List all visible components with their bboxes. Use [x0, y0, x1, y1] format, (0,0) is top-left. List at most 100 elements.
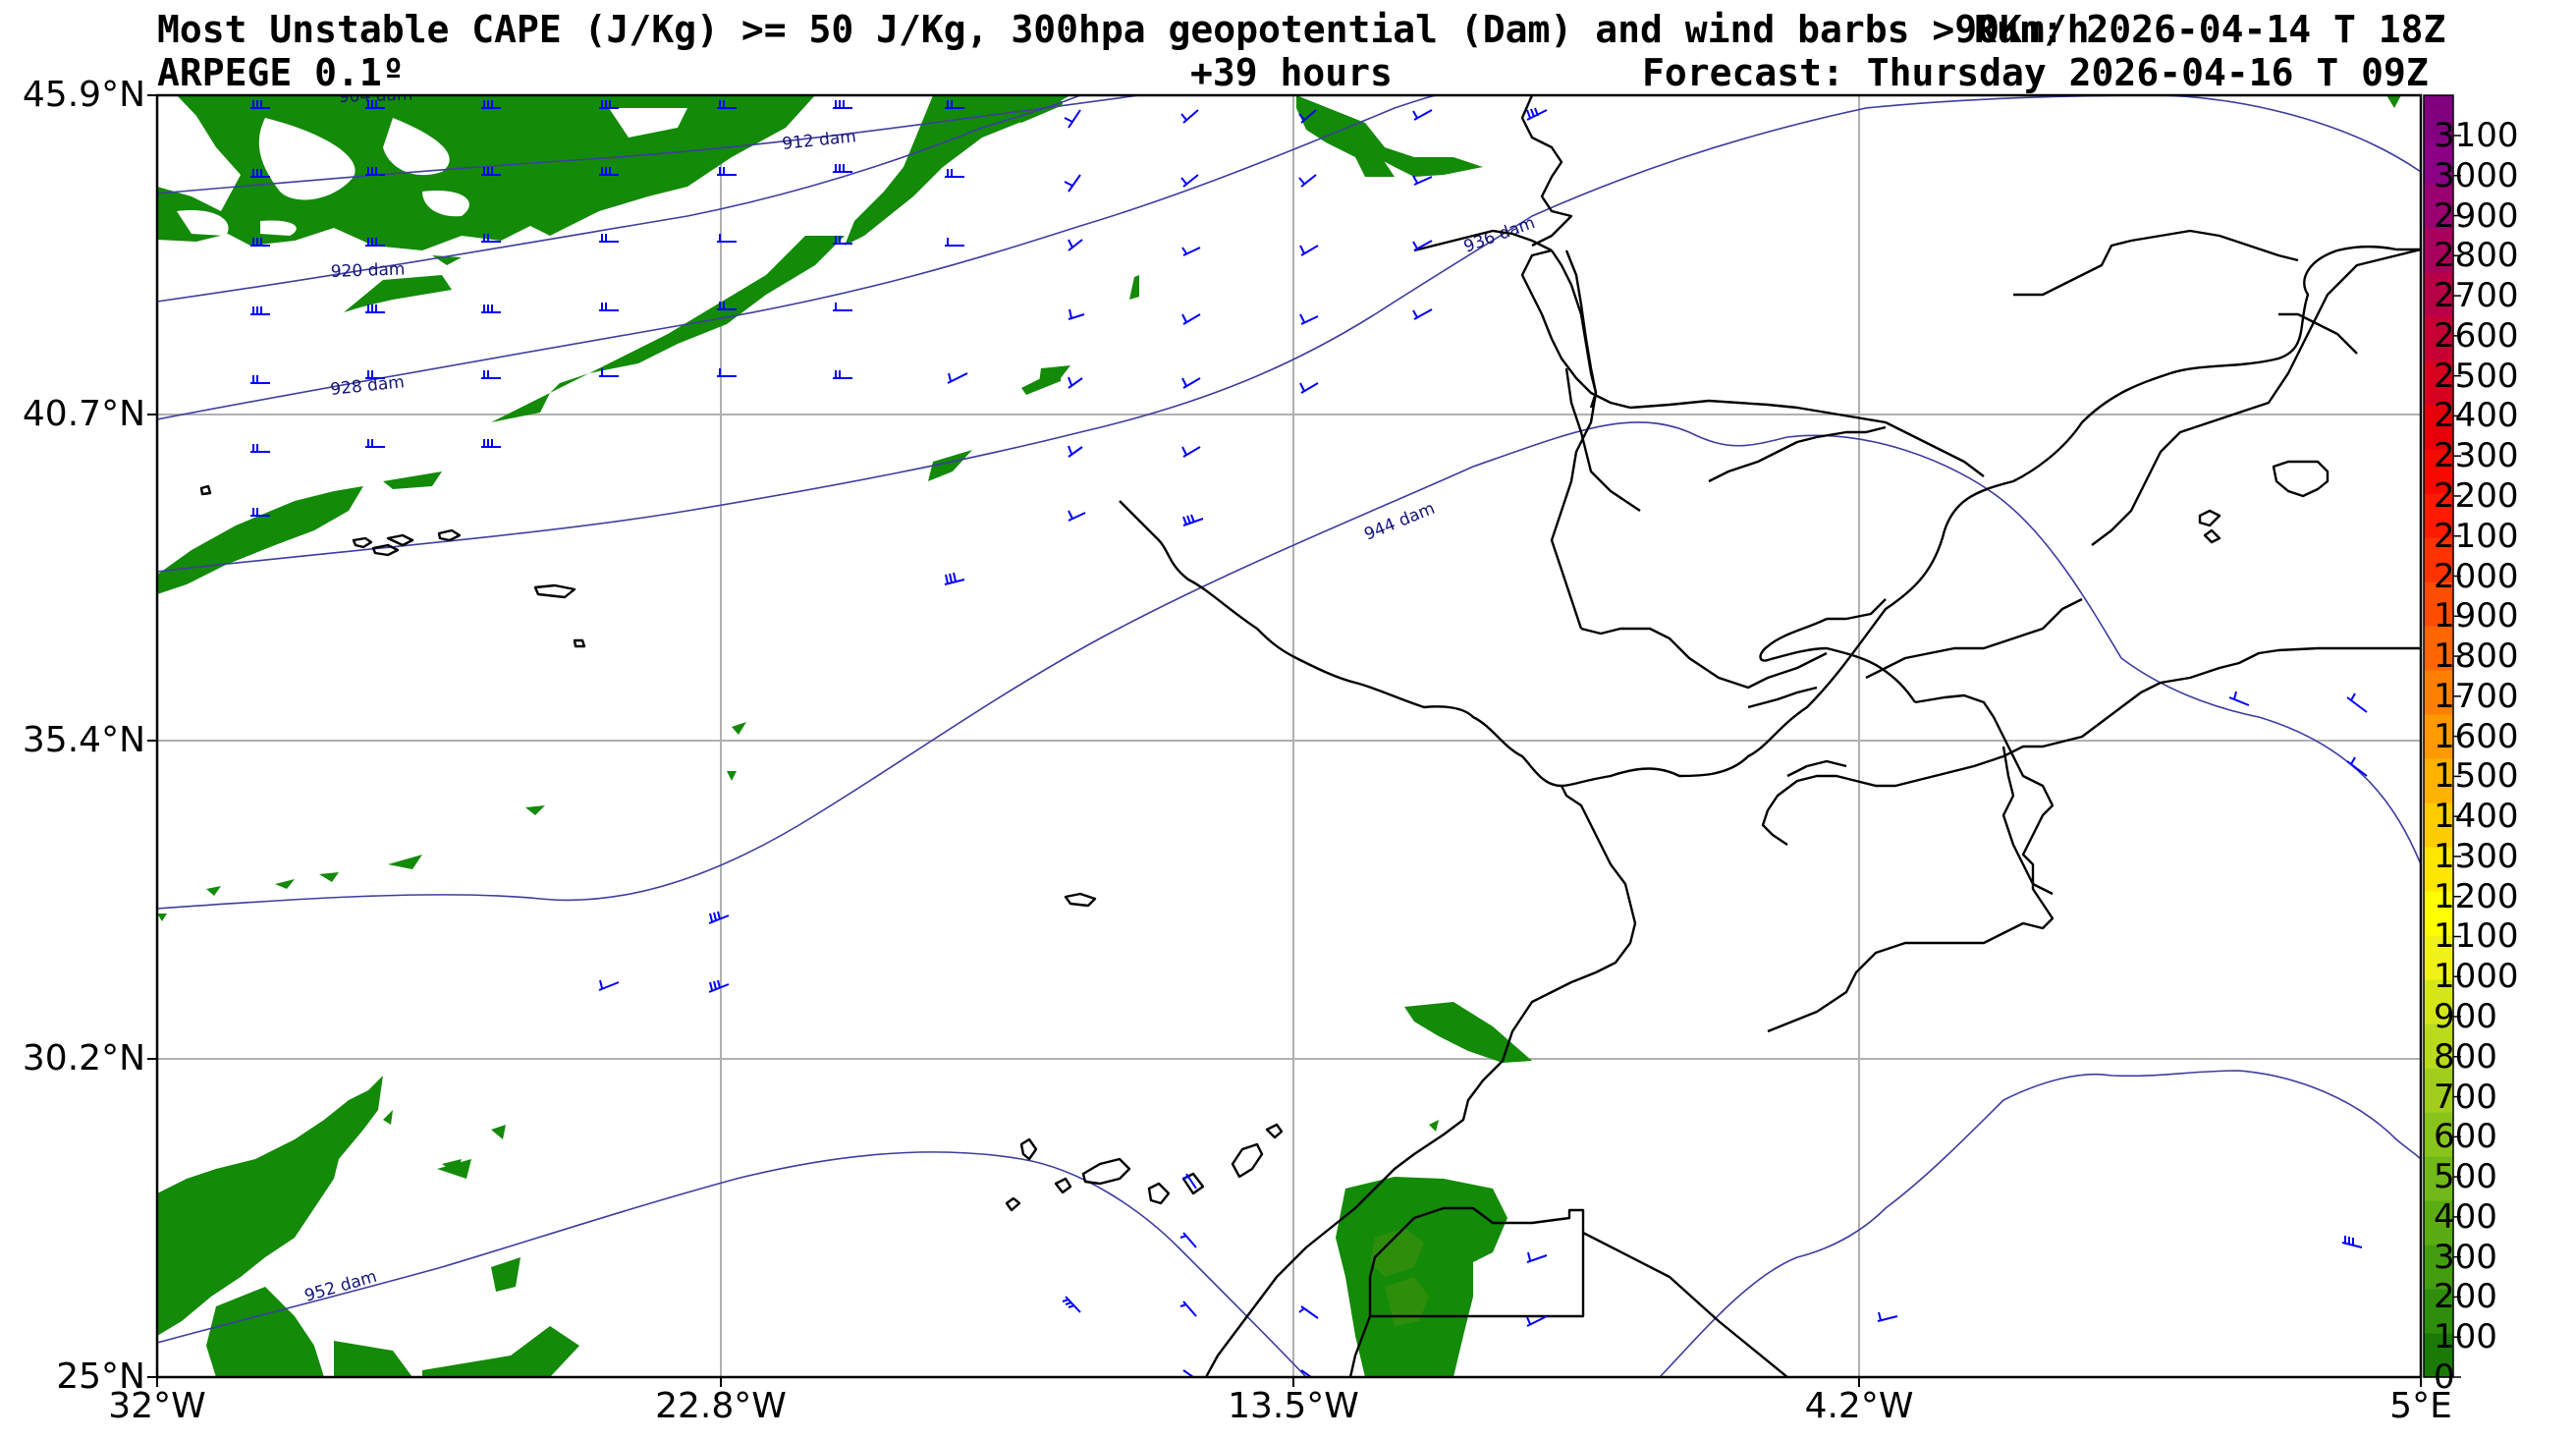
- cape-areas: [157, 95, 2401, 1377]
- colorbar-label: 1600: [2434, 716, 2519, 756]
- colorbar-label: 2500: [2434, 356, 2519, 396]
- lat-label: 45.9°N: [22, 75, 145, 115]
- colorbar-label: 1800: [2434, 636, 2519, 677]
- gridlines: [157, 95, 2421, 1377]
- wind-barb: [1179, 1301, 1197, 1317]
- chart-title: Most Unstable CAPE (J/Kg) >= 50 J/Kg, 30…: [157, 8, 2090, 51]
- wind-barb: [1062, 1296, 1081, 1313]
- coastlines: [199, 95, 2421, 1377]
- wind-barb: [1526, 1251, 1548, 1263]
- contour-label: 944 dam: [1361, 499, 1438, 545]
- wind-barb: [1877, 1311, 1898, 1322]
- wind-barb: [1068, 445, 1083, 458]
- wind-barb: [945, 100, 964, 109]
- wind-barb: [598, 979, 620, 991]
- colorbar-label: 900: [2434, 997, 2497, 1037]
- colorbar-label: 1300: [2434, 836, 2519, 876]
- wind-barb: [833, 303, 852, 311]
- wind-barb: [599, 100, 619, 109]
- map-content: 904 dam 912 dam 920 dam 928 dam 936 dam …: [157, 95, 2421, 1377]
- wind-barb: [1299, 245, 1319, 256]
- wind-barb: [717, 234, 737, 243]
- colorbar-label: 700: [2434, 1077, 2497, 1117]
- wind-barb: [481, 304, 501, 313]
- colorbar-label: 2800: [2434, 236, 2519, 276]
- colorbar-segment: [2424, 405, 2453, 450]
- colorbar-segment: [2424, 1289, 2453, 1334]
- colorbar-segment: [2424, 803, 2453, 848]
- wind-barb: [833, 100, 852, 109]
- colorbar-label: 2300: [2434, 436, 2519, 476]
- lat-label: 35.4°N: [22, 720, 145, 760]
- wind-barb: [1298, 1305, 1319, 1319]
- wind-barb: [2341, 1236, 2363, 1248]
- wind-barb: [1181, 446, 1201, 458]
- wind-barb: [1179, 1232, 1197, 1248]
- colorbar-segment: [2424, 537, 2453, 582]
- wind-barb: [2346, 692, 2368, 713]
- wind-barb: [945, 169, 964, 178]
- forecast-time: Forecast: Thursday 2026-04-16 T 09Z: [1642, 51, 2429, 94]
- wind-barb: [717, 167, 737, 176]
- wind-barbs: [250, 100, 2368, 1377]
- colorbar-segment: [2424, 139, 2453, 185]
- wind-barb: [2228, 691, 2250, 706]
- colorbar-label: 200: [2434, 1277, 2497, 1317]
- wind-barb: [717, 302, 737, 310]
- wind-barb: [2346, 756, 2368, 777]
- contour-labels: 904 dam 912 dam 920 dam 928 dam 936 dam …: [302, 95, 1538, 1306]
- wind-barb: [1412, 109, 1433, 121]
- wind-barb: [944, 572, 965, 585]
- wind-barb: [599, 303, 619, 311]
- colorbar-segment: [2424, 184, 2453, 229]
- colorbar-label: 600: [2434, 1117, 2497, 1157]
- wind-barb: [833, 236, 852, 245]
- colorbar-label: 1400: [2434, 797, 2519, 837]
- colorbar-label: 800: [2434, 1036, 2497, 1077]
- colorbar: [2424, 95, 2461, 1378]
- wind-barb: [250, 169, 270, 178]
- wind-barb: [1181, 377, 1201, 389]
- colorbar-label: 2400: [2434, 396, 2519, 436]
- colorbar-segment: [2424, 493, 2453, 538]
- wind-barb: [481, 370, 501, 379]
- colorbar-segment: [2424, 1245, 2453, 1290]
- wind-barb: [481, 439, 501, 448]
- wind-barb: [365, 167, 385, 176]
- wind-barb: [1064, 174, 1081, 193]
- wind-barb: [1526, 107, 1548, 121]
- lon-label: 4.2°W: [1804, 1386, 1914, 1426]
- colorbar-segment: [2424, 758, 2453, 803]
- colorbar-segment: [2424, 581, 2453, 627]
- wind-barb: [599, 368, 619, 377]
- wind-barb: [1068, 308, 1085, 320]
- wind-barb: [250, 444, 270, 453]
- colorbar-label: 2700: [2434, 276, 2519, 316]
- colorbar-segment: [2424, 1200, 2453, 1245]
- colorbar-label: 1500: [2434, 756, 2519, 797]
- colorbar-segment: [2424, 847, 2453, 892]
- wind-barb: [250, 306, 270, 315]
- lon-label: 32°W: [108, 1386, 206, 1426]
- wind-barb: [1298, 109, 1317, 124]
- colorbar-segment: [2424, 714, 2453, 759]
- contour-label: 920 dam: [330, 259, 405, 282]
- cape-holes: [177, 117, 858, 236]
- wind-barb: [717, 368, 737, 377]
- wind-barb: [1064, 109, 1081, 129]
- wind-barb: [708, 979, 730, 993]
- colorbar-label: 2000: [2434, 556, 2519, 596]
- wind-barb: [365, 100, 385, 109]
- colorbar-segment: [2424, 1112, 2453, 1157]
- wind-barb: [1180, 109, 1199, 124]
- wind-barb: [599, 234, 619, 243]
- wind-barb: [833, 164, 852, 173]
- colorbar-label: 1100: [2434, 916, 2519, 957]
- model-name: ARPEGE 0.1º: [157, 51, 405, 94]
- wind-barb: [481, 167, 501, 176]
- wind-barb: [1068, 376, 1083, 389]
- wind-barb: [1298, 174, 1317, 188]
- contour-label: 952 dam: [302, 1267, 379, 1306]
- lat-label: 25°N: [56, 1356, 145, 1397]
